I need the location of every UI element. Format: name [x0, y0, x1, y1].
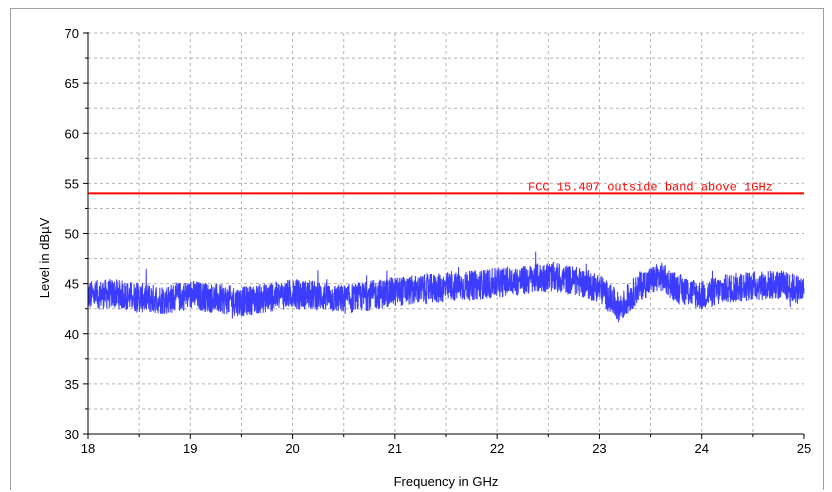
y-tick-label: 65	[65, 76, 79, 91]
limit-line-label: FCC 15.407 outside band above 1GHz	[528, 180, 773, 194]
y-tick-label: 70	[65, 26, 79, 41]
x-tick-label: 22	[490, 441, 504, 456]
x-axis-label: Frequency in GHz	[394, 474, 499, 489]
x-tick-label: 18	[81, 441, 95, 456]
x-tick-label: 21	[388, 441, 402, 456]
limit-group: FCC 15.407 outside band above 1GHz	[88, 180, 804, 195]
grid-lines	[88, 32, 804, 434]
y-tick-label: 55	[65, 176, 79, 191]
series-group	[87, 251, 805, 323]
y-tick-label: 40	[65, 327, 79, 342]
y-tick-label: 30	[65, 427, 79, 442]
axes-group: 18 19 20 21 22 23 24 25 30 35 40 45 50 55 60 65 70	[65, 26, 812, 456]
y-tick-label: 60	[65, 126, 79, 141]
y-tick-label: 50	[65, 227, 79, 242]
y-tick-label: 35	[65, 377, 79, 392]
chart-frame	[10, 8, 824, 490]
x-tick-label: 24	[694, 441, 708, 456]
x-tick-label: 20	[285, 441, 299, 456]
x-tick-label: 19	[183, 441, 197, 456]
x-tick-label: 23	[592, 441, 606, 456]
measurement-trace	[87, 251, 805, 323]
x-tick-label: 25	[797, 441, 811, 456]
y-axis-label: Level in dBµV	[37, 217, 52, 298]
y-tick-label: 45	[65, 277, 79, 292]
